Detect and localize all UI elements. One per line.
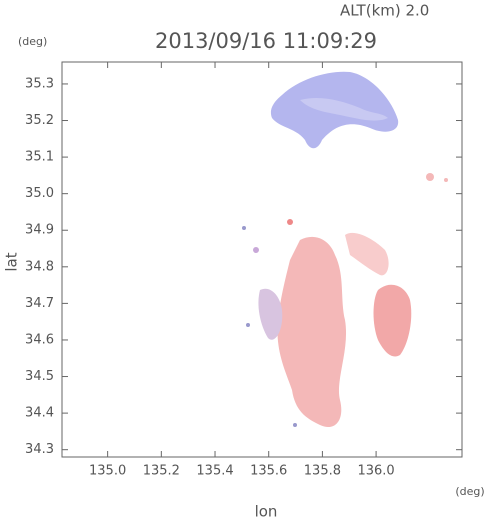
x-tick-label: 135.4 (196, 464, 233, 479)
y-tick-label: 35.2 (25, 113, 54, 128)
y-tick-label: 34.9 (25, 223, 54, 238)
x-tick-label: 135.8 (304, 464, 341, 479)
x-tick-label: 135.6 (250, 464, 287, 479)
y-tick-label: 34.8 (25, 259, 54, 274)
y-unit: (deg) (18, 35, 47, 48)
x-tick-label: 135.0 (89, 464, 126, 479)
echo-field (242, 71, 448, 428)
x-tick-label: 136.0 (357, 464, 394, 479)
altitude-label: ALT(km) 2.0 (340, 2, 429, 20)
x-axis-label: lon (255, 503, 278, 521)
echo-spot (253, 247, 259, 253)
y-tick-label: 35.0 (25, 186, 54, 201)
echo-spot (287, 219, 293, 225)
y-tick-label: 34.3 (25, 442, 54, 457)
echo-spot (293, 423, 297, 427)
plot-frame (61, 61, 463, 458)
echo-blob (373, 284, 412, 357)
y-tick-label: 34.4 (25, 406, 54, 421)
echo-spot (444, 178, 448, 182)
y-tick-label: 34.6 (25, 332, 54, 347)
echo-blob (277, 236, 347, 428)
x-tick-label: 135.2 (143, 464, 180, 479)
echo-blob (258, 288, 283, 340)
echo-blob (345, 232, 389, 276)
y-tick-label: 34.5 (25, 369, 54, 384)
echo-blob (300, 97, 388, 121)
x-unit: (deg) (455, 485, 484, 498)
y-tick-label: 35.1 (25, 150, 54, 165)
echo-spot (246, 323, 250, 327)
echo-spot (426, 173, 434, 181)
y-axis-label: lat (3, 252, 21, 271)
echo-spot (242, 226, 246, 230)
y-tick-label: 35.3 (25, 76, 54, 91)
y-tick-label: 34.7 (25, 296, 54, 311)
chart-title: 2013/09/16 11:09:29 (155, 29, 377, 53)
